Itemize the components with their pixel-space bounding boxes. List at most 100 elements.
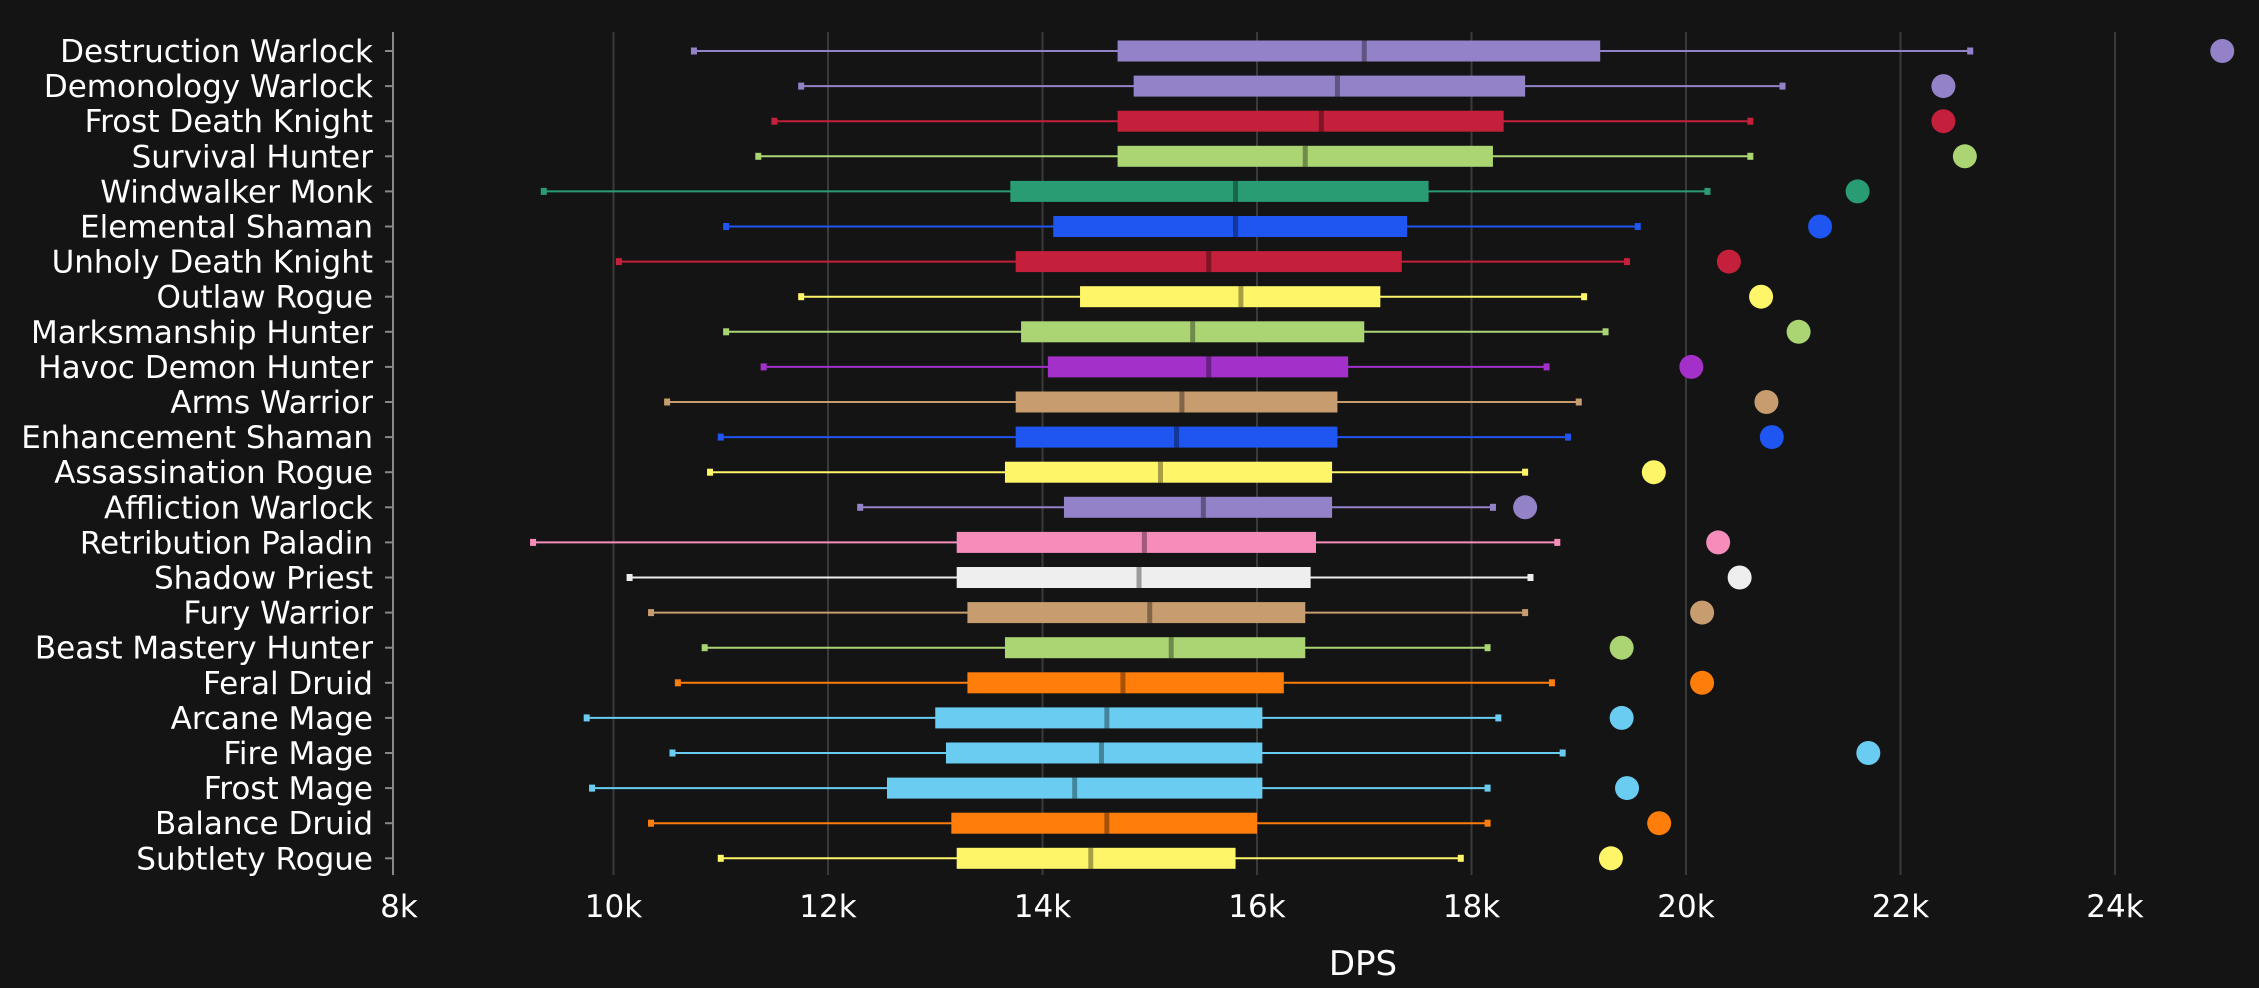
outlier-point [1749,284,1774,309]
outlier-point [1641,460,1666,485]
category-label: Destruction Warlock [60,34,373,70]
category-label: Arms Warrior [170,385,373,421]
iqr-box [935,707,1263,729]
category-label: Survival Hunter [132,139,374,175]
iqr-box [1021,321,1365,343]
box-row [798,284,1774,309]
outlier-point [1609,635,1634,660]
iqr-box [1117,110,1504,132]
whisker-max-cap [1602,328,1609,336]
whisker-max-cap [1747,117,1754,125]
box-row [690,39,2235,63]
category-label: Windwalker Monk [100,174,373,210]
median-marker [1233,216,1239,237]
median-marker [1179,391,1185,413]
whisker-max-cap [1747,152,1754,160]
box-row [669,741,1881,765]
median-marker [1206,251,1212,273]
outlier-point [1952,144,1977,169]
outlier-point [1786,319,1811,344]
box-row [723,214,1833,239]
whisker-max-cap [1634,223,1641,230]
iqr-box [956,847,1236,869]
iqr-box [1015,251,1402,273]
box-row [707,460,1666,485]
median-marker [1120,672,1126,694]
outlier-point [1679,354,1704,379]
iqr-box [1080,286,1381,308]
whisker-min-cap [771,117,778,125]
x-tick-label: 8k [380,889,418,925]
whisker-max-cap [1543,363,1550,371]
median-marker [1168,637,1174,659]
whisker-min-cap [648,609,655,617]
category-label: Assassination Rogue [54,455,373,491]
whisker-min-cap [723,328,730,336]
outlier-point [1759,425,1784,450]
outlier-point [1609,705,1634,730]
category-label: Feral Druid [203,666,373,702]
whisker-min-cap [690,47,697,55]
category-label: Frost Death Knight [85,104,373,140]
box-row [530,530,1731,555]
median-marker [1318,110,1324,132]
outlier-point [1598,846,1623,871]
iqr-box [1015,391,1338,413]
outlier-point [1706,530,1731,555]
median-marker [1238,286,1244,308]
iqr-box [1010,180,1429,202]
box-row [760,354,1704,379]
iqr-box [1015,426,1338,448]
whisker-max-cap [1484,819,1491,827]
median-marker [1206,356,1212,378]
iqr-box [956,531,1316,553]
whisker-min-cap [857,503,864,511]
box-row [648,600,1715,625]
x-tick-label: 24k [2086,889,2143,925]
whisker-min-cap [701,644,708,652]
whisker-min-cap [648,819,655,827]
iqr-box [1047,356,1349,378]
whisker-max-cap [1565,433,1572,441]
whisker-max-cap [1575,398,1582,406]
category-label: Elemental Shaman [80,210,373,246]
iqr-box [951,812,1257,834]
outlier-point [1856,741,1881,765]
x-tick-label: 16k [1228,889,1285,925]
category-label: Frost Mage [204,771,373,807]
whisker-max-cap [1457,854,1464,862]
whisker-min-cap [798,293,805,301]
iqr-box [886,777,1263,799]
median-marker [1361,40,1367,62]
iqr-box [967,602,1306,624]
whisker-max-cap [1495,714,1502,722]
box-row [798,74,1956,99]
median-marker [1174,426,1180,448]
box-row [615,249,1741,274]
category-label: Shadow Priest [154,561,373,597]
outlier-point [1690,600,1715,625]
median-marker [1233,180,1239,202]
whisker-max-cap [1779,82,1786,90]
category-label: Balance Druid [155,806,373,842]
iqr-box [1117,40,1601,62]
whisker-max-cap [1581,293,1588,301]
outlier-point [1845,179,1870,204]
whisker-max-cap [1967,47,1974,55]
outlier-point [1754,390,1779,414]
whisker-max-cap [1527,574,1534,581]
whisker-max-cap [1624,258,1631,266]
whisker-max-cap [1484,644,1491,652]
whisker-max-cap [1704,187,1711,195]
whisker-min-cap [589,784,596,792]
median-marker [1141,531,1147,553]
x-tick-label: 12k [799,889,856,925]
category-label: Arcane Mage [171,701,373,737]
median-marker [1104,812,1110,834]
whisker-min-cap [798,82,805,90]
whisker-max-cap [1522,468,1529,476]
outlier-point [2210,39,2235,63]
whisker-min-cap [540,187,547,195]
whisker-max-cap [1554,538,1561,546]
iqr-box [967,672,1284,694]
